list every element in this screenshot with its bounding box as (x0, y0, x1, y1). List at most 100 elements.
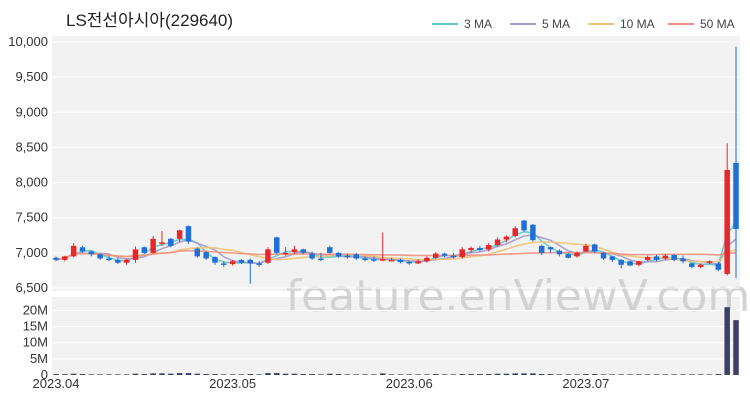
candle-body (477, 247, 483, 251)
candle (724, 143, 730, 276)
volume-bar (203, 374, 209, 375)
candle-body (79, 247, 86, 252)
candle-body (662, 255, 669, 259)
volume-tick-label: 20M (23, 302, 48, 317)
volume-bar (274, 373, 280, 375)
candle-body (70, 245, 77, 257)
candle-body (503, 236, 510, 240)
volume-bar (583, 374, 589, 375)
candle-body (335, 252, 342, 257)
candle (194, 247, 201, 258)
candle-body (556, 250, 563, 255)
watermark: feature.enViewV.com (286, 271, 750, 322)
candle (618, 259, 624, 269)
candle (653, 254, 660, 262)
candle-body (132, 249, 139, 260)
candle (353, 252, 359, 260)
candle (79, 245, 86, 253)
candle-body (424, 257, 430, 262)
candle (644, 255, 651, 262)
candle (441, 252, 448, 258)
candle-body (653, 256, 660, 260)
candle (265, 247, 271, 265)
candle (150, 235, 156, 254)
volume-tick-label: 0 (41, 367, 48, 382)
legend: 3 MA 5 MA 10 MA 50 MA (432, 17, 735, 31)
chart-title: LS전선아시아(229640) (66, 11, 233, 30)
volume-bar (591, 374, 598, 375)
volume-bar (70, 373, 77, 375)
legend-item: 50 MA (668, 17, 735, 31)
volume-bar (212, 374, 218, 375)
candle-body (671, 254, 677, 260)
candle (583, 243, 589, 253)
candle (176, 229, 183, 243)
candle (327, 245, 333, 254)
candle (247, 258, 254, 284)
price-plot-background (52, 36, 740, 291)
volume-bar (538, 374, 545, 375)
candle-body (53, 257, 59, 260)
candle-body (221, 263, 227, 265)
volume-bar (371, 374, 377, 375)
candle (530, 224, 536, 242)
volume-bar (424, 374, 430, 375)
date-tick-label: 2023.05 (209, 376, 256, 391)
volume-bar (132, 373, 139, 375)
price-tick-label: 6,500 (15, 280, 48, 295)
candle-body (194, 248, 201, 257)
candle (291, 245, 298, 255)
candle (397, 258, 404, 264)
candle-body (300, 249, 307, 253)
volume-bar (468, 374, 474, 375)
volume-bar (123, 374, 130, 375)
price-tick-label: 7,500 (15, 210, 48, 225)
candlesticks (53, 46, 739, 284)
volume-bar (150, 373, 156, 375)
candle-body (247, 259, 254, 264)
candle-body (609, 256, 616, 260)
candle-body (176, 230, 183, 239)
volume-bar (353, 374, 359, 375)
volume-bar (636, 374, 642, 375)
candle (229, 259, 236, 266)
candle-body (274, 237, 280, 253)
candle-body (485, 245, 492, 250)
candle-body (371, 259, 377, 261)
volume-bar (494, 373, 501, 375)
candle-body (583, 245, 589, 252)
volume-bar (238, 374, 245, 375)
candle (715, 261, 722, 272)
candle-body (538, 245, 545, 253)
volume-bar (194, 373, 201, 375)
candle-body (636, 261, 642, 265)
volume-tick-label: 5M (30, 351, 48, 366)
candle (459, 247, 465, 259)
candle-body (706, 261, 713, 263)
volume-bar (662, 374, 669, 375)
price-axis-ticks: 6,500 7,000 7,500 8,000 8,500 9,000 9,500 10,00… (8, 34, 48, 295)
candle-body (344, 255, 351, 258)
candle-body (62, 256, 68, 260)
candle-body (724, 169, 730, 274)
price-tick-label: 8,000 (15, 175, 48, 190)
volume-bar (221, 374, 227, 375)
volume-bar (79, 374, 86, 375)
candle (424, 256, 430, 263)
volume-bar (53, 374, 59, 375)
volume-bar (282, 373, 289, 375)
volume-bar (530, 373, 536, 375)
candle-body (141, 247, 148, 253)
volume-bar (291, 373, 298, 375)
candle (159, 231, 165, 246)
candle-body (715, 263, 722, 270)
candle-body (600, 252, 607, 259)
legend-label: 3 MA (464, 17, 492, 31)
volume-bar (335, 374, 342, 375)
volume-bar (715, 374, 722, 375)
volume-bar (724, 307, 730, 375)
candle-body (680, 258, 686, 262)
candle (494, 237, 501, 247)
legend-item: 3 MA (432, 17, 492, 31)
